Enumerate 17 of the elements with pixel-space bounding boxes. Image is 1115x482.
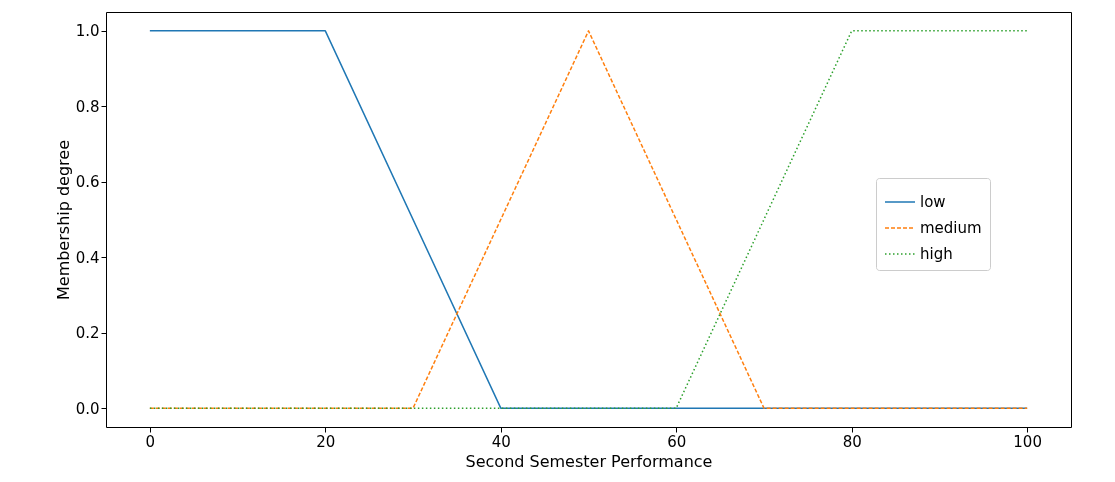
y-tick-label: 0.4 [75,248,100,267]
y-tick-label: 0.6 [75,173,100,192]
x-axis-title: Second Semester Performance [465,451,713,471]
legend-label: high [920,245,953,263]
y-tick-label: 0.0 [75,399,100,418]
x-tick-label: 60 [667,432,687,451]
y-tick-label: 0.2 [75,324,100,343]
y-tick-label: 0.8 [75,97,100,116]
x-tick-label: 100 [1013,432,1042,451]
x-tick-label: 20 [316,432,336,451]
y-axis-title: Membership degree [53,139,73,301]
x-tick-label: 80 [842,432,862,451]
x-tick-label: 0 [145,432,156,451]
legend-label: low [920,193,946,211]
y-tick-label: 1.0 [75,22,100,41]
legend-label: medium [920,219,982,237]
x-tick-label: 40 [491,432,511,451]
